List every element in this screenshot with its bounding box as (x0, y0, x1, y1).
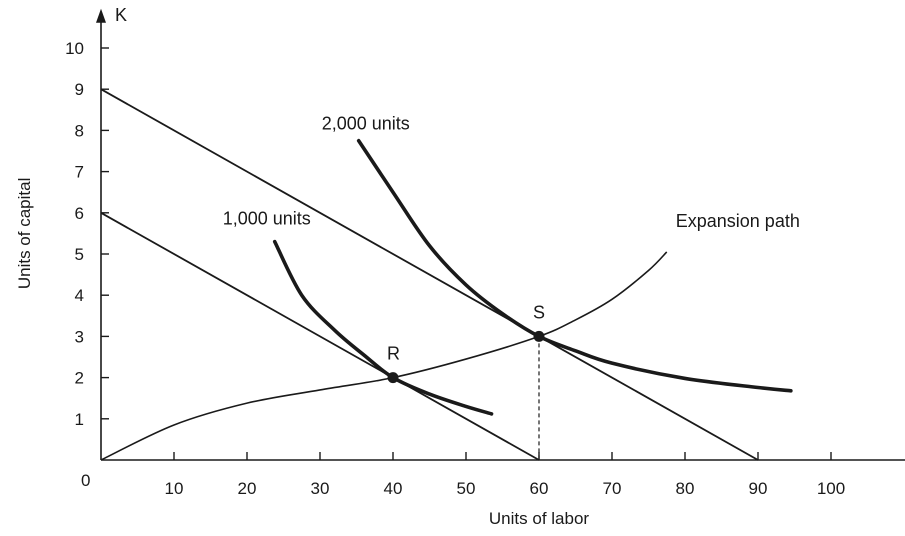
point-s (533, 330, 545, 342)
point-s-label: S (533, 302, 545, 322)
x-tick-label: 90 (749, 479, 768, 498)
y-tick-label: 7 (75, 163, 84, 182)
x-tick-label: 30 (311, 479, 330, 498)
isoquant-1 (272, 239, 494, 416)
point-r (387, 372, 399, 384)
isocost-line-2 (100, 88, 759, 461)
isocost-lines (100, 88, 759, 461)
x-tick-label: 100 (817, 479, 845, 498)
points: RS (387, 302, 545, 460)
y-tick-label: 1 (75, 410, 84, 429)
x-tick-label: 40 (384, 479, 403, 498)
expansion-path-group (100, 251, 668, 461)
curve-labels: 1,000 units 2,000 units Expansion path (223, 114, 800, 231)
expansion-path-label: Expansion path (676, 211, 800, 231)
x-axis-title: Units of labor (489, 509, 589, 528)
x-tick-label: 60 (530, 479, 549, 498)
x-tick-label: 20 (238, 479, 257, 498)
isoquant-2 (356, 138, 793, 393)
isoquants (272, 138, 793, 416)
x-tick-label: 50 (457, 479, 476, 498)
y-tick-label: 9 (75, 80, 84, 99)
y-axis-letter: K (115, 5, 127, 25)
y-tick-label: 8 (75, 121, 84, 140)
y-tick-label: 4 (75, 286, 84, 305)
y-tick-label: 5 (75, 245, 84, 264)
y-tick-label: 6 (75, 204, 84, 223)
x-tick-label: 70 (603, 479, 622, 498)
origin-label: 0 (81, 471, 90, 490)
ticks: 10 20 30 40 50 60 70 80 90 100 1 2 3 4 5 6 7 8 9 10 (65, 39, 845, 498)
x-tick-label: 10 (165, 479, 184, 498)
y-tick-label: 3 (75, 327, 84, 346)
x-tick-label: 80 (676, 479, 695, 498)
y-tick-label: 10 (65, 39, 84, 58)
isocost-line-1 (100, 212, 540, 461)
point-r-label: R (387, 344, 400, 364)
y-axis-title: Units of capital (15, 178, 34, 290)
axes: L K 0 Units of labor Units of capital (15, 5, 905, 528)
isoquant-1000-label: 1,000 units (223, 209, 311, 229)
isoquant-2000-label: 2,000 units (322, 114, 410, 134)
expansion-path (100, 251, 668, 461)
y-axis-arrow-icon (96, 8, 106, 23)
y-tick-label: 2 (75, 369, 84, 388)
